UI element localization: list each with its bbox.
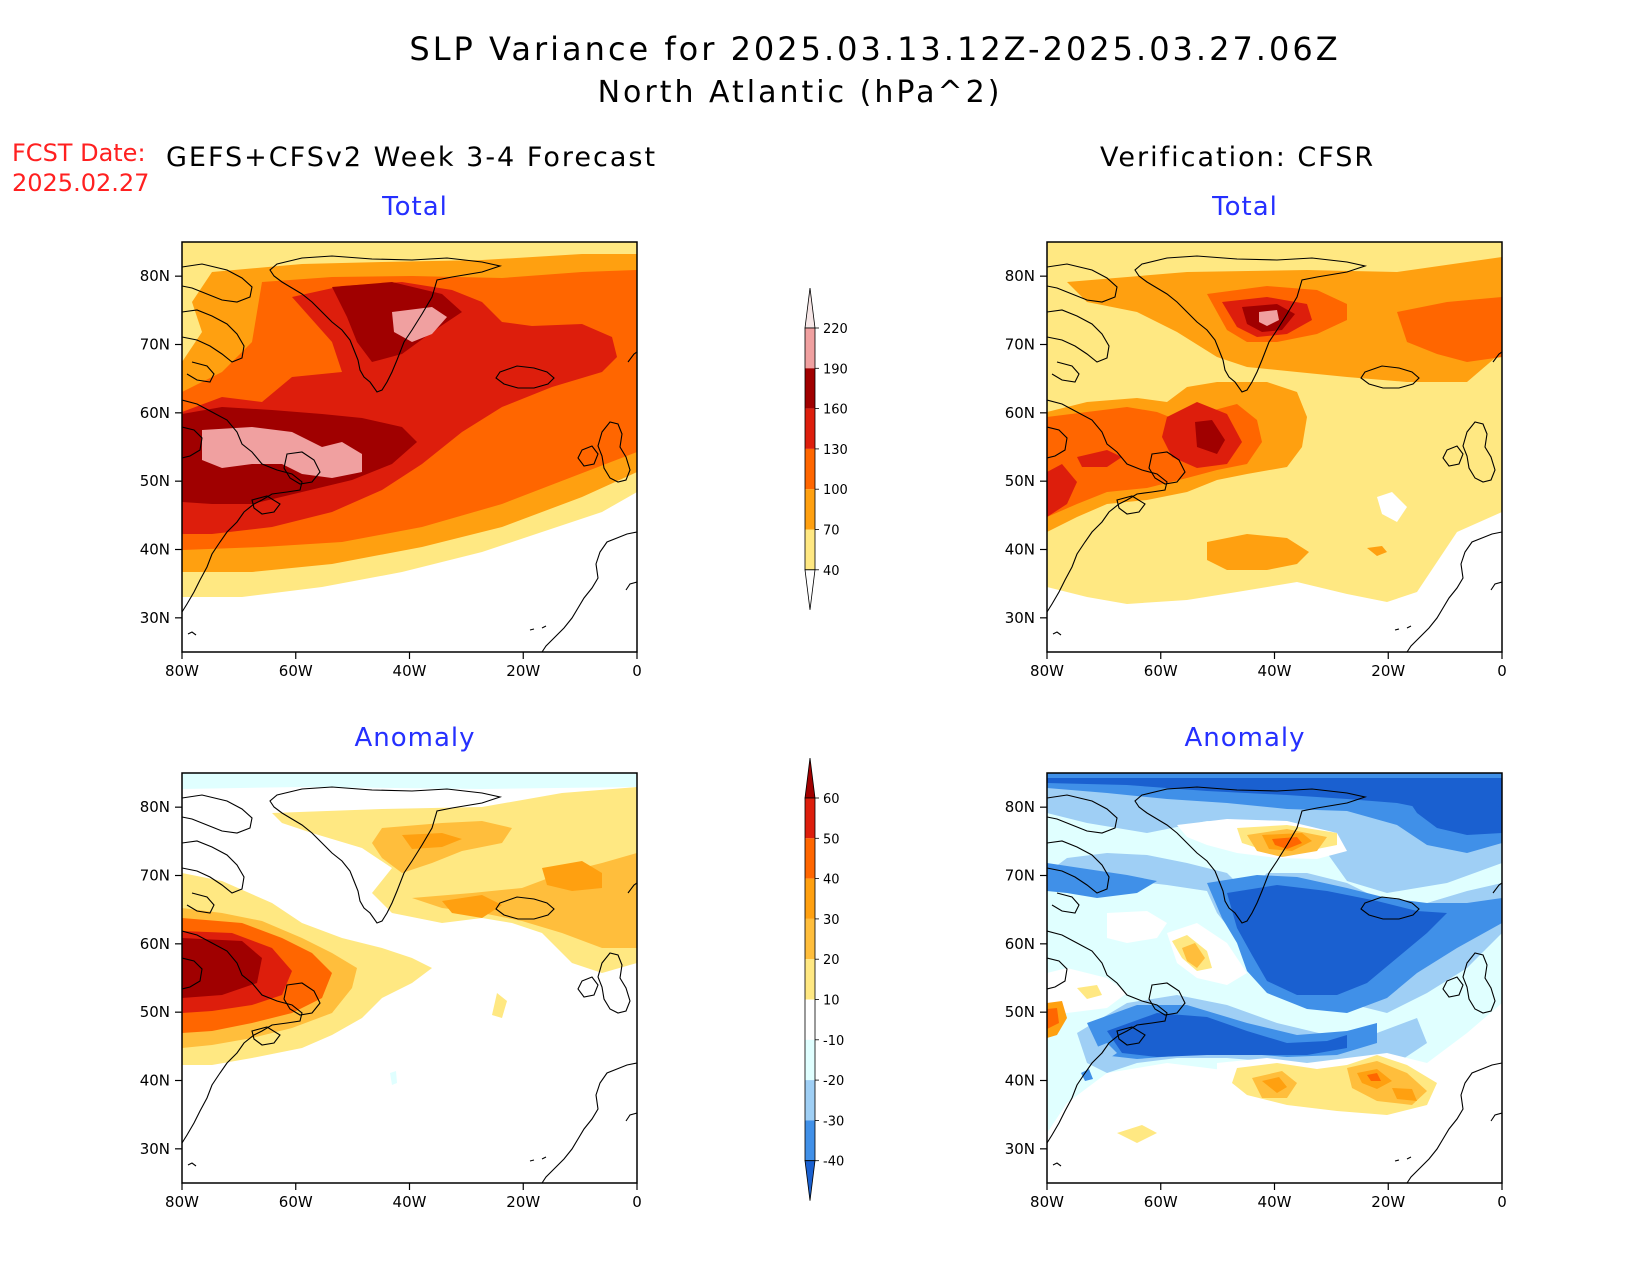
colorbar-label: 50 [823, 832, 840, 847]
lon-tick-label: 0 [632, 662, 642, 680]
lon-tick-label: 20W [1371, 1193, 1405, 1211]
lon-tick-label: 80W [1030, 662, 1064, 680]
lat-tick-label: 50N [140, 472, 170, 490]
lat-tick-label: 30N [140, 609, 170, 627]
colorbar-label: 70 [823, 524, 840, 539]
lat-tick-label: 70N [1005, 336, 1035, 354]
lon-tick-label: 60W [279, 1193, 313, 1211]
colorbar-label: 190 [823, 362, 848, 377]
colorbar-segment [805, 489, 815, 530]
forecast-date-value: 2025.02.27 [12, 169, 150, 197]
lat-tick-label: 40N [140, 541, 170, 559]
lat-tick-label: 70N [140, 867, 170, 885]
lat-tick-label: 60N [1005, 935, 1035, 953]
lat-tick-label: 50N [1005, 1003, 1035, 1021]
colorbar-label: 30 [823, 913, 840, 928]
colorbar-label: 130 [823, 443, 848, 458]
lat-tick-label: 60N [140, 404, 170, 422]
lat-tick-label: 70N [1005, 867, 1035, 885]
colorbar-segment [805, 878, 815, 919]
forecast-column-header: GEFS+CFSv2 Week 3-4 Forecast [166, 142, 658, 173]
lon-tick-label: 60W [1144, 662, 1178, 680]
lon-tick-label: 40W [393, 1193, 427, 1211]
colorbar-top-extend [804, 287, 816, 329]
colorbar-label: 40 [823, 564, 840, 579]
lat-tick-label: 30N [140, 1140, 170, 1158]
axes-layer: 80N 70N 60N 50N 40N 30N 80W 60W 40W 20W 0 80N 70N 60N… [140, 267, 1507, 1211]
colorbar-label: 20 [823, 953, 840, 968]
lon-tick-label: 40W [1258, 662, 1292, 680]
lat-tick-label: 30N [1005, 1140, 1035, 1158]
colorbar-total: 220 190 160 130 100 70 40 [804, 287, 848, 610]
colorbar-segment [805, 1080, 815, 1121]
colorbar-segment [805, 918, 815, 960]
lat-tick-label: 80N [1005, 798, 1035, 816]
map-forecast-total [181, 241, 638, 653]
lon-tick-label: 40W [1258, 1193, 1292, 1211]
colorbar-label: 100 [823, 483, 848, 498]
colorbar-segment [805, 999, 815, 1040]
lat-tick-label: 50N [140, 1003, 170, 1021]
lon-tick-label: 20W [1371, 662, 1405, 680]
colorbar-segment [805, 838, 815, 879]
lat-tick-label: 30N [1005, 609, 1035, 627]
colorbar-segment [805, 328, 815, 369]
colorbar-segment [805, 1039, 815, 1081]
colorbar-bottom-extend [804, 1160, 816, 1201]
forecast-date: FCST Date: 2025.02.27 [12, 138, 149, 198]
lon-tick-label: 20W [506, 1193, 540, 1211]
lat-tick-label: 50N [1005, 472, 1035, 490]
panel-title-forecast-anomaly: Anomaly [354, 723, 476, 753]
lon-tick-label: 0 [1497, 662, 1507, 680]
subtitle: North Atlantic (hPa^2) [597, 75, 1003, 110]
colorbar-label: 10 [823, 994, 840, 1009]
main-title: SLP Variance for 2025.03.13.12Z-2025.03.… [409, 30, 1341, 68]
colorbar-label: -30 [823, 1114, 844, 1129]
colorbar-label: -20 [823, 1074, 844, 1089]
colorbar-segment [805, 529, 815, 570]
lon-tick-label: 40W [393, 662, 427, 680]
colorbar-bottom-extend [804, 569, 816, 610]
lat-tick-label: 40N [1005, 1072, 1035, 1090]
lat-tick-label: 60N [140, 935, 170, 953]
lat-tick-label: 80N [140, 267, 170, 285]
map-verification-total [1046, 241, 1503, 653]
colorbar-label: 160 [823, 403, 848, 418]
lat-tick-label: 70N [140, 336, 170, 354]
colorbar-segment [805, 959, 815, 1000]
colorbar-segment [805, 408, 815, 449]
panel-title-verification-anomaly: Anomaly [1184, 723, 1306, 753]
lon-tick-label: 20W [506, 662, 540, 680]
lat-tick-label: 80N [140, 798, 170, 816]
lon-tick-label: 80W [1030, 1193, 1064, 1211]
colorbar-segment [805, 1120, 815, 1161]
colorbar-label: 40 [823, 873, 840, 888]
lat-tick-label: 80N [1005, 267, 1035, 285]
colorbar-anomaly: 60 50 40 30 20 10 -10 -20 -30 -40 [804, 757, 844, 1201]
colorbar-segment [805, 368, 815, 409]
panel-title-forecast-total: Total [382, 192, 448, 222]
lon-tick-label: 0 [632, 1193, 642, 1211]
lon-tick-label: 80W [165, 662, 199, 680]
colorbar-label: 60 [823, 792, 840, 807]
colorbar-segment [805, 798, 815, 839]
lon-tick-label: 60W [279, 662, 313, 680]
colorbar-top-extend [804, 757, 816, 799]
map-forecast-anomaly [181, 772, 638, 1184]
verification-column-header: Verification: CFSR [1100, 142, 1376, 173]
colorbar-segment [805, 448, 815, 490]
panel-title-verification-total: Total [1212, 192, 1278, 222]
lon-tick-label: 80W [165, 1193, 199, 1211]
lat-tick-label: 60N [1005, 404, 1035, 422]
forecast-date-label: FCST Date: [12, 139, 146, 167]
lat-tick-label: 40N [140, 1072, 170, 1090]
map-verification-anomaly [1046, 772, 1503, 1184]
colorbar-label: -10 [823, 1034, 844, 1049]
lat-tick-label: 40N [1005, 541, 1035, 559]
colorbar-label: 220 [823, 322, 848, 337]
lon-tick-label: 0 [1497, 1193, 1507, 1211]
lon-tick-label: 60W [1144, 1193, 1178, 1211]
colorbar-label: -40 [823, 1155, 844, 1170]
